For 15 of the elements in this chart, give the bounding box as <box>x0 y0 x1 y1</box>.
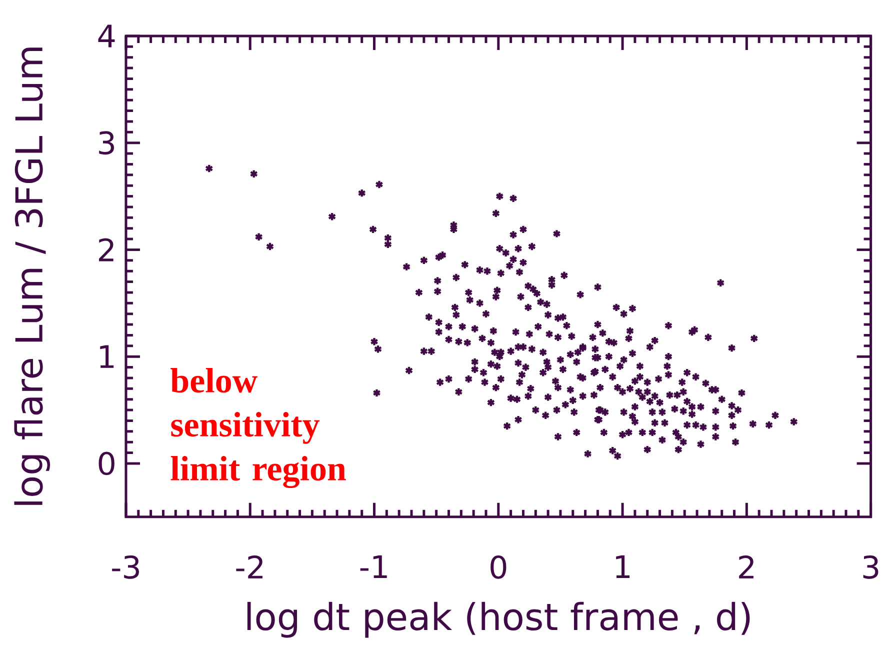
x-tick-label: 1 <box>616 555 630 578</box>
x-tick-label: -1 <box>360 555 387 578</box>
y-axis-title: log flare Lum / 3FGL Lum <box>14 48 50 505</box>
x-axis-title: log dt peak (host frame , d) <box>247 602 750 638</box>
x-tick-label: -2 <box>236 555 262 578</box>
y-tick-label: 1 <box>100 345 114 368</box>
x-tick-label: 2 <box>739 555 754 578</box>
x-tick-label: -3 <box>112 555 139 579</box>
y-tick-label: 0 <box>98 452 114 476</box>
x-tick-label: 3 <box>863 555 878 579</box>
annotation: below sensitivity limit region <box>170 368 346 488</box>
y-tick-label: 4 <box>98 24 115 48</box>
y-tick-label: 3 <box>99 131 114 155</box>
y-tick-label: 2 <box>99 238 114 262</box>
x-tick-label: 0 <box>490 555 506 579</box>
